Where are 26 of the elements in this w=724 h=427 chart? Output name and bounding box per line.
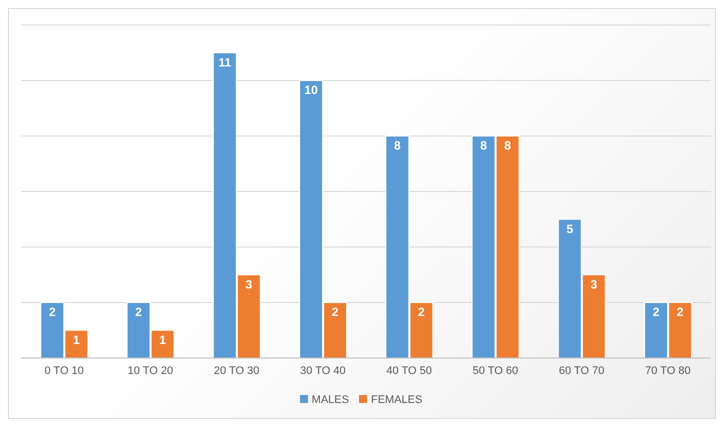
x-tick-label: 60 TO 70 <box>558 364 604 377</box>
x-tick-label: 0 TO 10 <box>44 364 84 377</box>
legend-label: MALES <box>312 394 349 406</box>
x-tick-label: 50 TO 60 <box>472 364 518 377</box>
data-label: 11 <box>218 55 232 70</box>
data-label: 1 <box>72 332 80 347</box>
x-tick-label: 70 TO 80 <box>645 364 691 377</box>
data-label: 2 <box>652 305 660 320</box>
data-label: 5 <box>566 222 574 236</box>
x-tick-label: 40 TO 50 <box>386 364 432 377</box>
data-label: 8 <box>394 138 401 153</box>
data-label: 3 <box>590 277 598 292</box>
data-label: 2 <box>332 305 339 320</box>
data-label: 8 <box>504 138 512 153</box>
data-label: 2 <box>418 305 425 320</box>
x-tick-label: 30 TO 40 <box>300 364 346 377</box>
data-label: 2 <box>676 305 684 320</box>
data-label: 8 <box>480 138 488 153</box>
data-label: 1 <box>159 332 166 347</box>
x-tick-label: 10 TO 20 <box>128 364 174 377</box>
data-label: 3 <box>245 277 252 292</box>
x-tick-label: 20 TO 30 <box>214 364 260 377</box>
data-label: 2 <box>48 305 56 320</box>
legend-label: FEMALES <box>370 394 422 406</box>
data-label: 10 <box>304 83 318 98</box>
data-label: 2 <box>135 305 142 320</box>
